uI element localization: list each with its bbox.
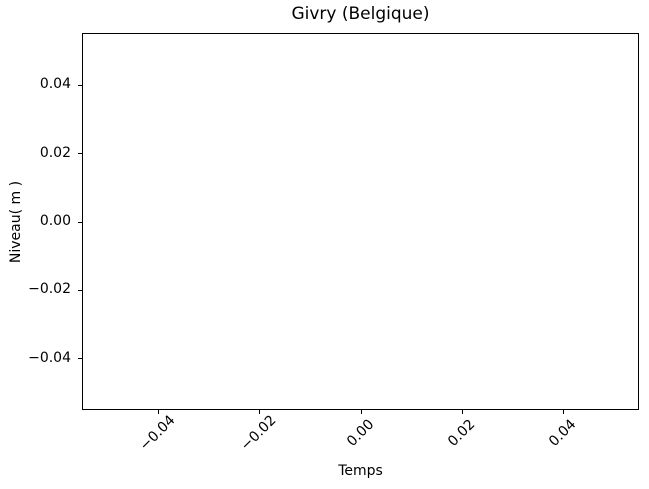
y-tick-label: 0.04 <box>39 76 71 93</box>
x-tick-mark <box>361 410 362 414</box>
x-tick-mark <box>259 410 260 414</box>
y-tick-mark <box>78 153 82 154</box>
y-tick-mark <box>78 222 82 223</box>
x-tick-mark <box>563 410 564 414</box>
plot-area <box>82 33 639 410</box>
x-axis-label: Temps <box>338 463 383 479</box>
y-tick-label: −0.02 <box>28 281 71 298</box>
y-tick-mark <box>78 290 82 291</box>
y-tick-label: 0.00 <box>39 213 71 229</box>
chart-title: Givry (Belgique) <box>291 4 430 24</box>
y-tick-mark <box>78 85 82 86</box>
x-tick-mark <box>158 410 159 414</box>
x-tick-mark <box>462 410 463 414</box>
y-tick-label: 0.02 <box>39 144 71 161</box>
y-tick-label: −0.04 <box>28 349 71 366</box>
y-axis-label: Niveau( m ) <box>8 180 24 264</box>
y-tick-mark <box>78 358 82 359</box>
